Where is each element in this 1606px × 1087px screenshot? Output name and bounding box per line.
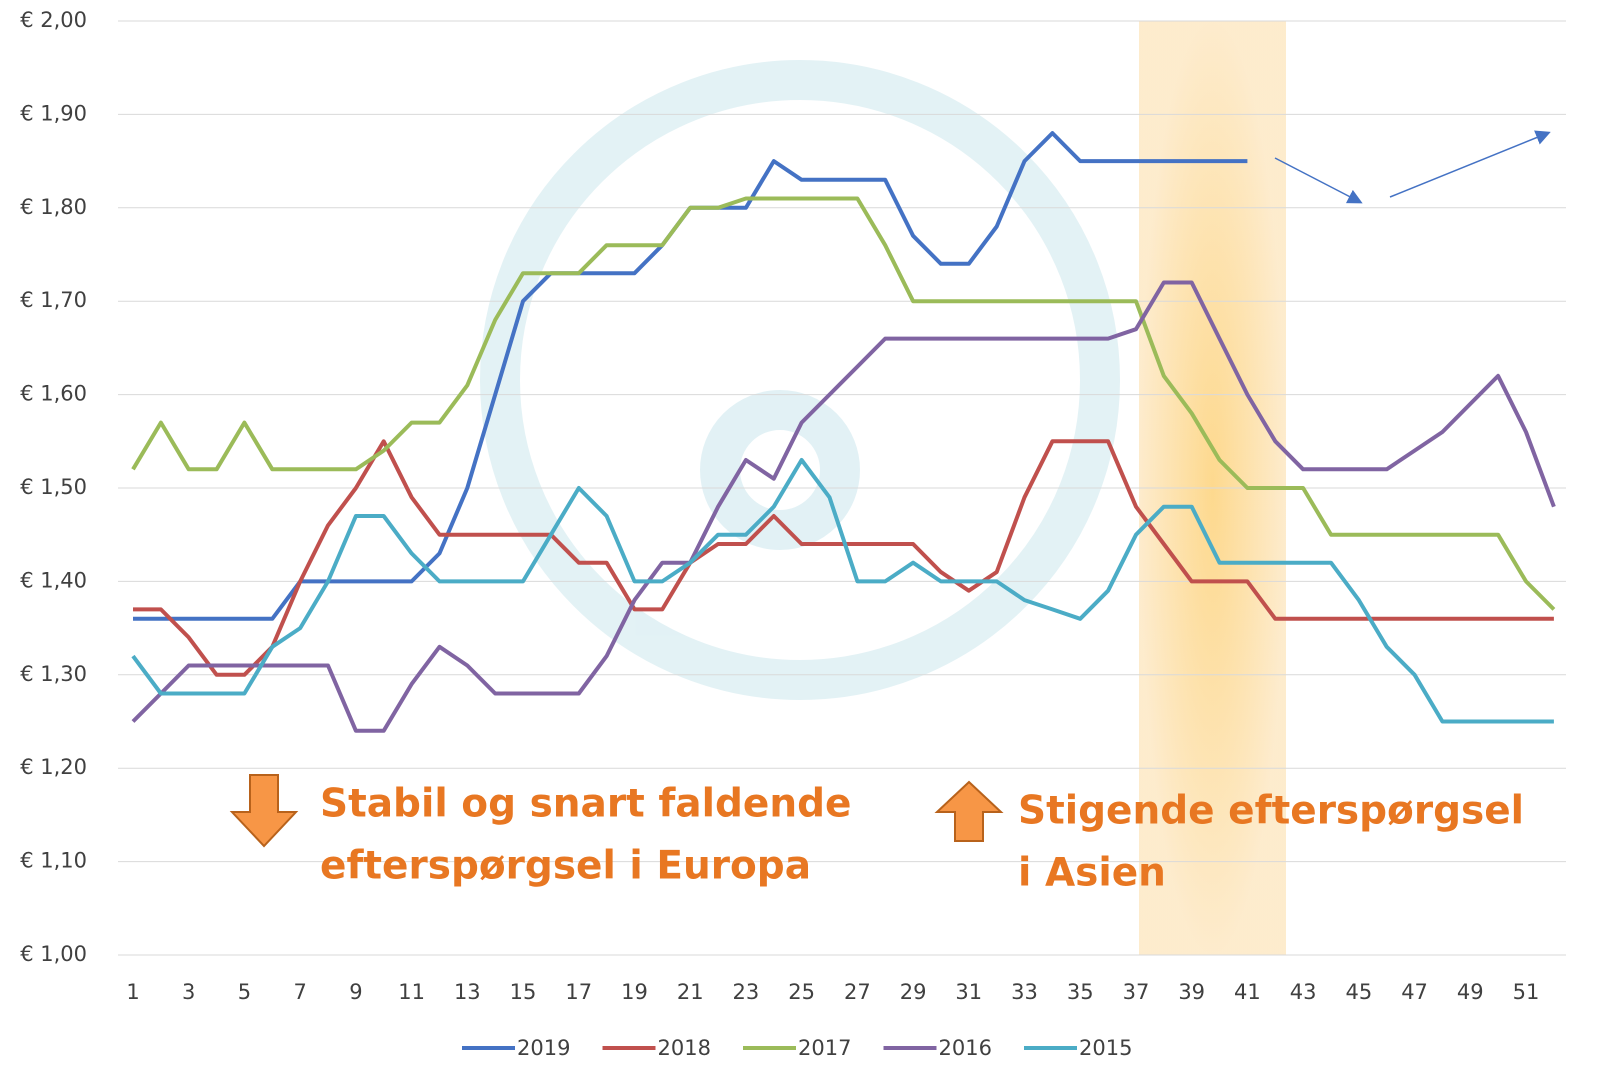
x-tick-label: 39 — [1178, 980, 1205, 1004]
x-tick-label: 5 — [238, 980, 251, 1004]
up-arrow-icon — [937, 782, 1001, 841]
y-tick-label: € 1,00 — [20, 942, 87, 966]
annotation: efterspørgsel i Europa — [320, 844, 811, 889]
x-tick-label: 29 — [900, 980, 927, 1004]
x-tick-label: 17 — [565, 980, 592, 1004]
y-tick-label: € 1,50 — [20, 475, 87, 499]
annotation: Stigende efterspørgsel — [1018, 789, 1524, 834]
y-tick-label: € 1,40 — [20, 568, 87, 592]
legend-label: 2017 — [798, 1036, 851, 1060]
legend-label: 2015 — [1079, 1036, 1132, 1060]
x-tick-label: 35 — [1067, 980, 1094, 1004]
annotation: Stabil og snart faldende — [320, 782, 851, 827]
legend-label: 2019 — [517, 1036, 570, 1060]
trend-arrow — [1275, 158, 1360, 202]
x-tick-label: 47 — [1401, 980, 1428, 1004]
x-tick-label: 7 — [293, 980, 306, 1004]
x-tick-label: 15 — [510, 980, 537, 1004]
x-tick-label: 49 — [1457, 980, 1484, 1004]
x-tick-label: 41 — [1234, 980, 1261, 1004]
down-arrow-icon — [232, 775, 296, 846]
x-tick-label: 23 — [733, 980, 760, 1004]
x-tick-label: 45 — [1345, 980, 1372, 1004]
annotation: i Asien — [1018, 851, 1166, 896]
y-tick-label: € 2,00 — [20, 8, 87, 32]
x-tick-label: 33 — [1011, 980, 1038, 1004]
x-tick-label: 27 — [844, 980, 871, 1004]
page: € 1,00 € 1,10 € 1,20 € 1,30 € 1,40 € 1,50 € 1,… — [0, 0, 1606, 1087]
legend-label: 2018 — [658, 1036, 711, 1060]
y-tick-label: € 1,90 — [20, 101, 87, 125]
x-tick-label: 21 — [677, 980, 704, 1004]
data-line — [133, 199, 1554, 610]
y-tick-label: € 1,70 — [20, 288, 87, 312]
x-tick-label: 11 — [398, 980, 425, 1004]
y-tick-label: € 1,20 — [20, 755, 87, 779]
legend-label: 2016 — [939, 1036, 992, 1060]
x-tick-label: 37 — [1123, 980, 1150, 1004]
y-tick-label: € 1,60 — [20, 382, 87, 406]
x-tick-label: 1 — [126, 980, 139, 1004]
x-tick-label: 3 — [182, 980, 195, 1004]
x-tick-label: 51 — [1513, 980, 1540, 1004]
x-tick-label: 9 — [349, 980, 362, 1004]
y-tick-label: € 1,10 — [20, 849, 87, 873]
chart: € 1,00 € 1,10 € 1,20 € 1,30 € 1,40 € 1,50 € 1,… — [0, 0, 1606, 1087]
x-tick-label: 19 — [621, 980, 648, 1004]
x-tick-label: 25 — [788, 980, 815, 1004]
legend: 2019 2018 2017 2016 2015 — [462, 1036, 1132, 1060]
y-tick-label: € 1,30 — [20, 662, 87, 686]
x-tick-label: 31 — [955, 980, 982, 1004]
x-tick-label: 13 — [454, 980, 481, 1004]
y-tick-label: € 1,80 — [20, 195, 87, 219]
trend-arrow — [1390, 133, 1548, 197]
x-tick-label: 43 — [1290, 980, 1317, 1004]
